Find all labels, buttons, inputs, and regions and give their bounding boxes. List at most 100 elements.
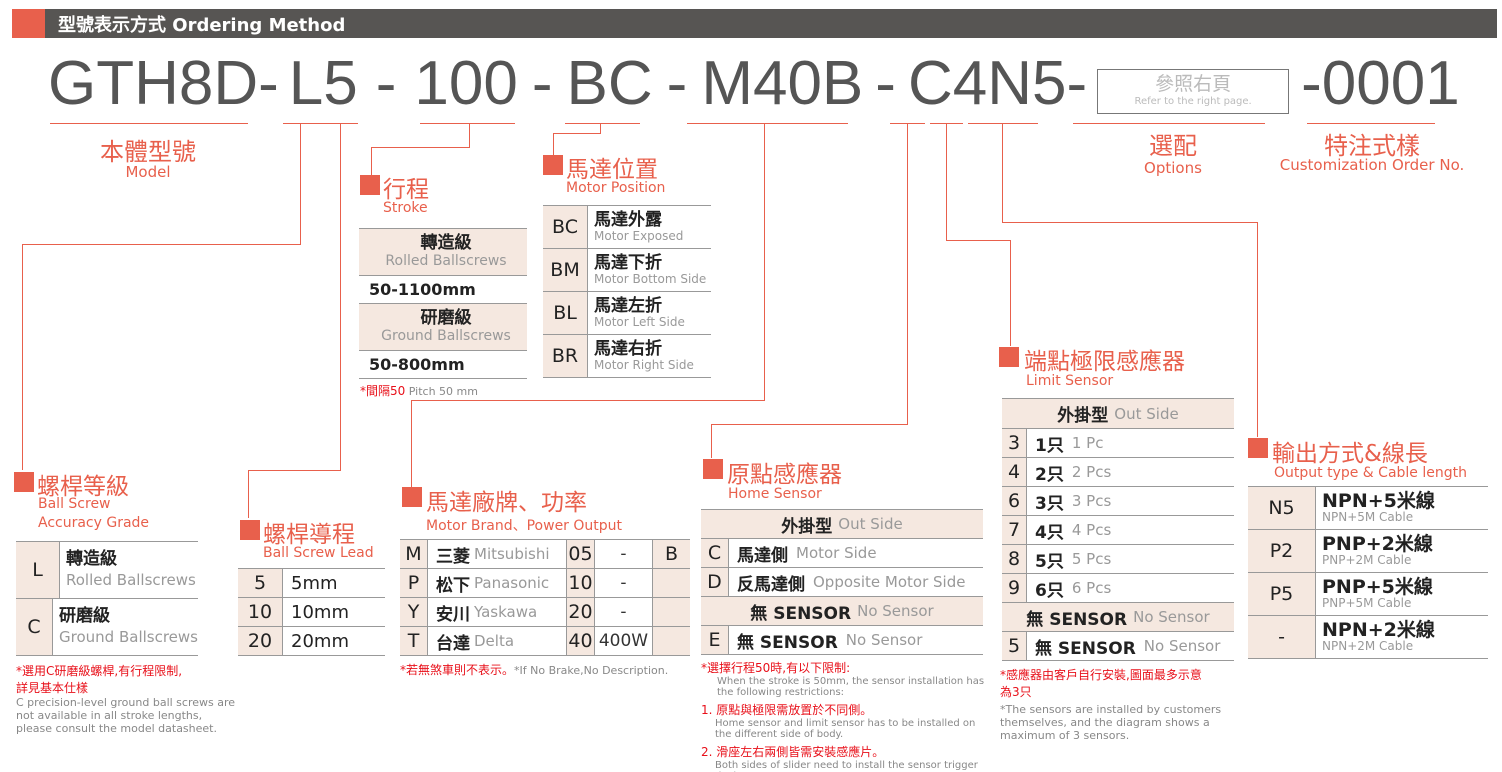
- code-dash: -: [1066, 49, 1088, 118]
- row-desc: 反馬達側 Opposite Motor Side: [729, 568, 983, 596]
- lead-title-en: Ball Screw Lead: [263, 545, 374, 561]
- row-zh: 馬達下折: [594, 253, 662, 273]
- custom-label-en: Customization Order No.: [1279, 156, 1465, 174]
- no-sensor-header-zh: 無 SENSOR: [750, 603, 852, 624]
- out-side-header-en: Out Side: [1114, 404, 1179, 423]
- row-desc: 無 SENSOR No Sensor: [729, 626, 983, 654]
- power-value: -: [595, 569, 653, 597]
- limit-sensor-marker: [999, 347, 1019, 367]
- row-desc: 轉造級 Rolled Ballscrews: [60, 542, 198, 598]
- row-code: 9: [1002, 574, 1027, 602]
- motor-position-table: BC 馬達外露 Motor Exposed BM 馬達下折 Motor Bottom Si…: [543, 205, 711, 378]
- row-code: -: [1248, 616, 1316, 658]
- row-desc: 5只 5 Pcs: [1027, 545, 1234, 573]
- row-code: P2: [1248, 530, 1316, 572]
- lead-marker: [240, 520, 260, 540]
- row-code: N5: [1248, 487, 1316, 529]
- stroke-note-en: Pitch 50 mm: [408, 385, 478, 398]
- table-row: BM 馬達下折 Motor Bottom Side: [543, 249, 711, 292]
- options-label-zh: 選配: [1149, 132, 1197, 160]
- row-code: 10: [238, 598, 283, 626]
- options-box-en: Refer to the right page.: [1134, 95, 1252, 107]
- power-code: 05: [567, 540, 595, 568]
- stroke-note-zh: *間隔50: [360, 384, 406, 398]
- table-row: BR 馬達右折 Motor Right Side: [543, 335, 711, 378]
- table-row: 無 SENSOR No Sensor: [1002, 603, 1234, 632]
- row-zh: 無 SENSOR: [1035, 638, 1136, 659]
- brand-zh: 台達: [436, 633, 470, 654]
- underline-grade: [283, 123, 323, 124]
- no-sensor-header-zh: 無 SENSOR: [1026, 609, 1128, 630]
- motor-position-title-en: Motor Position: [566, 180, 666, 196]
- lead-title-zh: 螺桿導程: [263, 522, 355, 548]
- row-zh: 反馬達側: [737, 574, 805, 595]
- table-row: C 馬達側 Motor Side: [701, 539, 983, 568]
- row-en: 5 Pcs: [1071, 550, 1112, 568]
- no-sensor-header-en: No Sensor: [1133, 608, 1210, 626]
- row-code: 4: [1002, 458, 1027, 486]
- row-en: Motor Right Side: [594, 358, 694, 372]
- row-code: M: [400, 540, 428, 568]
- row-code: P5: [1248, 573, 1316, 615]
- row-brand: 三菱 Mitsubishi: [428, 540, 567, 568]
- row-en: NPN+2M Cable: [1322, 639, 1414, 653]
- rolled-en: Rolled Ballscrews: [385, 253, 507, 269]
- options-label-en: Options: [1144, 159, 1202, 177]
- row-desc: 2只 2 Pcs: [1027, 458, 1234, 486]
- motor-brand-title-zh: 馬達廠牌、功率: [426, 490, 587, 516]
- model-label-zh: 本體型號: [100, 138, 196, 166]
- table-row: 7 4只 4 Pcs: [1002, 516, 1234, 545]
- row-zh: 馬達右折: [594, 339, 662, 359]
- home-sensor-title-en: Home Sensor: [728, 486, 822, 502]
- row-zh: NPN+2米線: [1322, 619, 1435, 641]
- code-lead: 5: [323, 49, 358, 118]
- motor-brand-note: *若無煞車則不表示。*If No Brake,No Description.: [400, 661, 668, 678]
- motor-brand-title-en: Motor Brand、Power Output: [426, 518, 623, 534]
- grade-note-en: C precision-level ground ball screws are…: [16, 696, 236, 735]
- options-box-zh: 參照右頁: [1155, 72, 1232, 95]
- row-desc: PNP+2米線 PNP+2M Cable: [1316, 530, 1488, 572]
- row-zh: 2只: [1035, 464, 1064, 485]
- code-home: C: [907, 49, 953, 118]
- motor-brand-table: M 三菱 Mitsubishi 05- B P 松下 Panasonic 10- Y 安川 Yaska…: [400, 539, 690, 656]
- home-sensor-title-zh: 原點感應器: [727, 462, 842, 488]
- row-code: C: [701, 539, 729, 567]
- motor-brand-marker: [402, 487, 422, 507]
- row-brand: 台達 Delta: [428, 627, 567, 655]
- row-code: P: [400, 569, 428, 597]
- row-en: PNP+5M Cable: [1322, 596, 1412, 610]
- underline-options: [1073, 123, 1265, 124]
- home-note1-en: Home sensor and limit sensor has to be i…: [715, 718, 976, 740]
- table-row: 外掛型 Out Side: [1002, 399, 1234, 429]
- grade-title-en1: Ball Screw: [38, 496, 111, 512]
- power-code: 20: [567, 598, 595, 626]
- row-desc: 馬達側 Motor Side: [729, 539, 983, 567]
- options-box: 參照右頁 Refer to the right page.: [1097, 68, 1290, 114]
- row-code: 5: [238, 569, 283, 597]
- table-row: P 松下 Panasonic 10-: [400, 569, 690, 598]
- no-sensor-header: 無 SENSOR No Sensor: [1002, 603, 1234, 631]
- row-desc: 馬達右折 Motor Right Side: [588, 335, 711, 377]
- grade-title-zh: 螺桿等級: [37, 474, 129, 500]
- table-row: N5 NPN+5米線 NPN+5M Cable: [1248, 487, 1488, 530]
- brand-en: Mitsubishi: [474, 545, 550, 563]
- code-motor-position: BC: [566, 49, 653, 118]
- home-note2-en: Both sides of slider need to install the…: [715, 760, 978, 772]
- row-en: Motor Exposed: [594, 229, 684, 243]
- row-zh: 馬達外露: [594, 210, 662, 230]
- power-code: 40: [567, 627, 595, 655]
- header-accent: [12, 9, 45, 38]
- limit-note-zh2: 為3只: [1000, 685, 1032, 699]
- row-code: 5: [1002, 632, 1027, 660]
- row-value: 20mm: [291, 630, 349, 652]
- row-desc: NPN+2米線 NPN+2M Cable: [1316, 616, 1488, 658]
- row-en: Opposite Motor Side: [813, 573, 966, 591]
- row-code: Y: [400, 598, 428, 626]
- brake-code: [653, 569, 690, 597]
- out-side-header: 外掛型 Out Side: [701, 510, 983, 538]
- table-row: P5 PNP+5米線 PNP+5M Cable: [1248, 573, 1488, 616]
- grade-note: *選用C研磨級螺桿,有行程限制, 詳見基本仕樣 C precision-leve…: [16, 662, 236, 735]
- row-en: 3 Pcs: [1071, 492, 1112, 510]
- row-zh: 無 SENSOR: [737, 632, 838, 653]
- power-value: 400W: [595, 627, 653, 655]
